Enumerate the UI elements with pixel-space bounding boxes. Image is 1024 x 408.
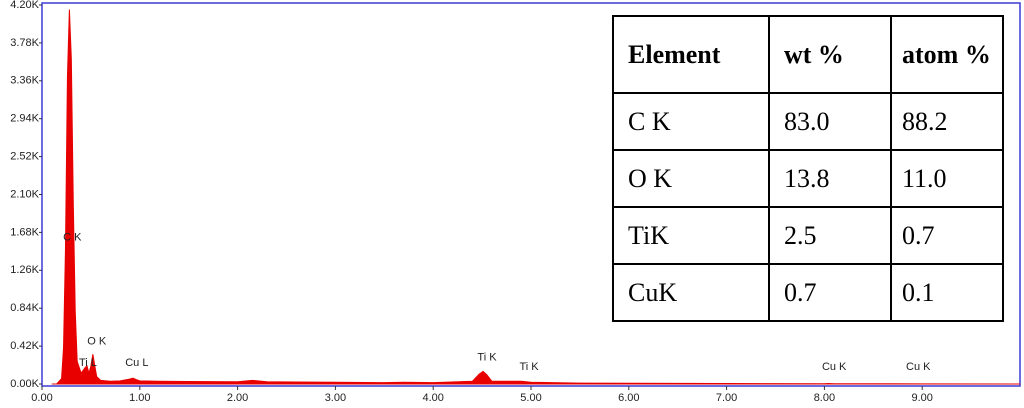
y-tick-label: 2.94K	[10, 113, 39, 125]
y-tick-label: 3.78K	[10, 37, 39, 49]
peak-label: Ti L	[79, 357, 97, 369]
table-row: TiK 2.5 0.7	[612, 206, 1004, 265]
x-tick-label: 7.00	[716, 392, 737, 404]
results-table: Element wt % atom % C K 83.0 88.2 O K 13.8 11…	[612, 15, 1004, 322]
peak-label: O K	[87, 335, 107, 347]
x-tick-label: 6.00	[618, 392, 639, 404]
y-tick-label: 4.20K	[10, 0, 39, 11]
x-tick-label: 9.00	[911, 392, 932, 404]
peak-label: Cu L	[125, 357, 148, 369]
table-cell: 13.8	[768, 149, 892, 208]
column-header: Element	[612, 15, 770, 94]
y-tick-label: 3.36K	[10, 75, 39, 87]
x-tick-label: 1.00	[129, 392, 150, 404]
spectrum	[51, 9, 1021, 385]
peak-label: C K	[63, 232, 82, 244]
y-tick-label: 0.00K	[10, 378, 39, 390]
y-tick-label: 1.26K	[10, 264, 39, 276]
table-cell: C K	[612, 92, 770, 151]
y-tick-label: 1.68K	[10, 226, 39, 238]
table-cell: 2.5	[768, 206, 892, 265]
peak-label: Cu K	[906, 361, 931, 373]
y-tick-label: 2.10K	[10, 188, 39, 200]
x-tick-label: 2.00	[227, 392, 248, 404]
table-cell: 88.2	[890, 92, 1004, 151]
table-cell: 0.7	[890, 206, 1004, 265]
table-cell: 0.7	[768, 263, 892, 322]
table-cell: O K	[612, 149, 770, 208]
peak-label: Cu K	[822, 361, 847, 373]
table-row: C K 83.0 88.2	[612, 92, 1004, 151]
table-row: CuK 0.7 0.1	[612, 263, 1004, 322]
x-tick-label: 5.00	[520, 392, 541, 404]
y-tick-label: 0.42K	[10, 340, 39, 352]
peak-label: Ti K	[477, 352, 497, 364]
table-cell: 0.1	[890, 263, 1004, 322]
table-header: Element wt % atom %	[612, 15, 1004, 94]
column-header: atom %	[890, 15, 1004, 94]
column-header: wt %	[768, 15, 892, 94]
table-cell: 83.0	[768, 92, 892, 151]
x-tick-label: 8.00	[814, 392, 835, 404]
x-tick-label: 0.00	[31, 392, 52, 404]
table-row: O K 13.8 11.0	[612, 149, 1004, 208]
x-tick-label: 3.00	[325, 392, 346, 404]
y-tick-label: 0.84K	[10, 302, 39, 314]
table-cell: TiK	[612, 206, 770, 265]
table-cell: CuK	[612, 263, 770, 322]
peak-label: Ti K	[519, 361, 539, 373]
table-cell: 11.0	[890, 149, 1004, 208]
x-tick-label: 4.00	[422, 392, 443, 404]
y-tick-label: 2.52K	[10, 151, 39, 163]
